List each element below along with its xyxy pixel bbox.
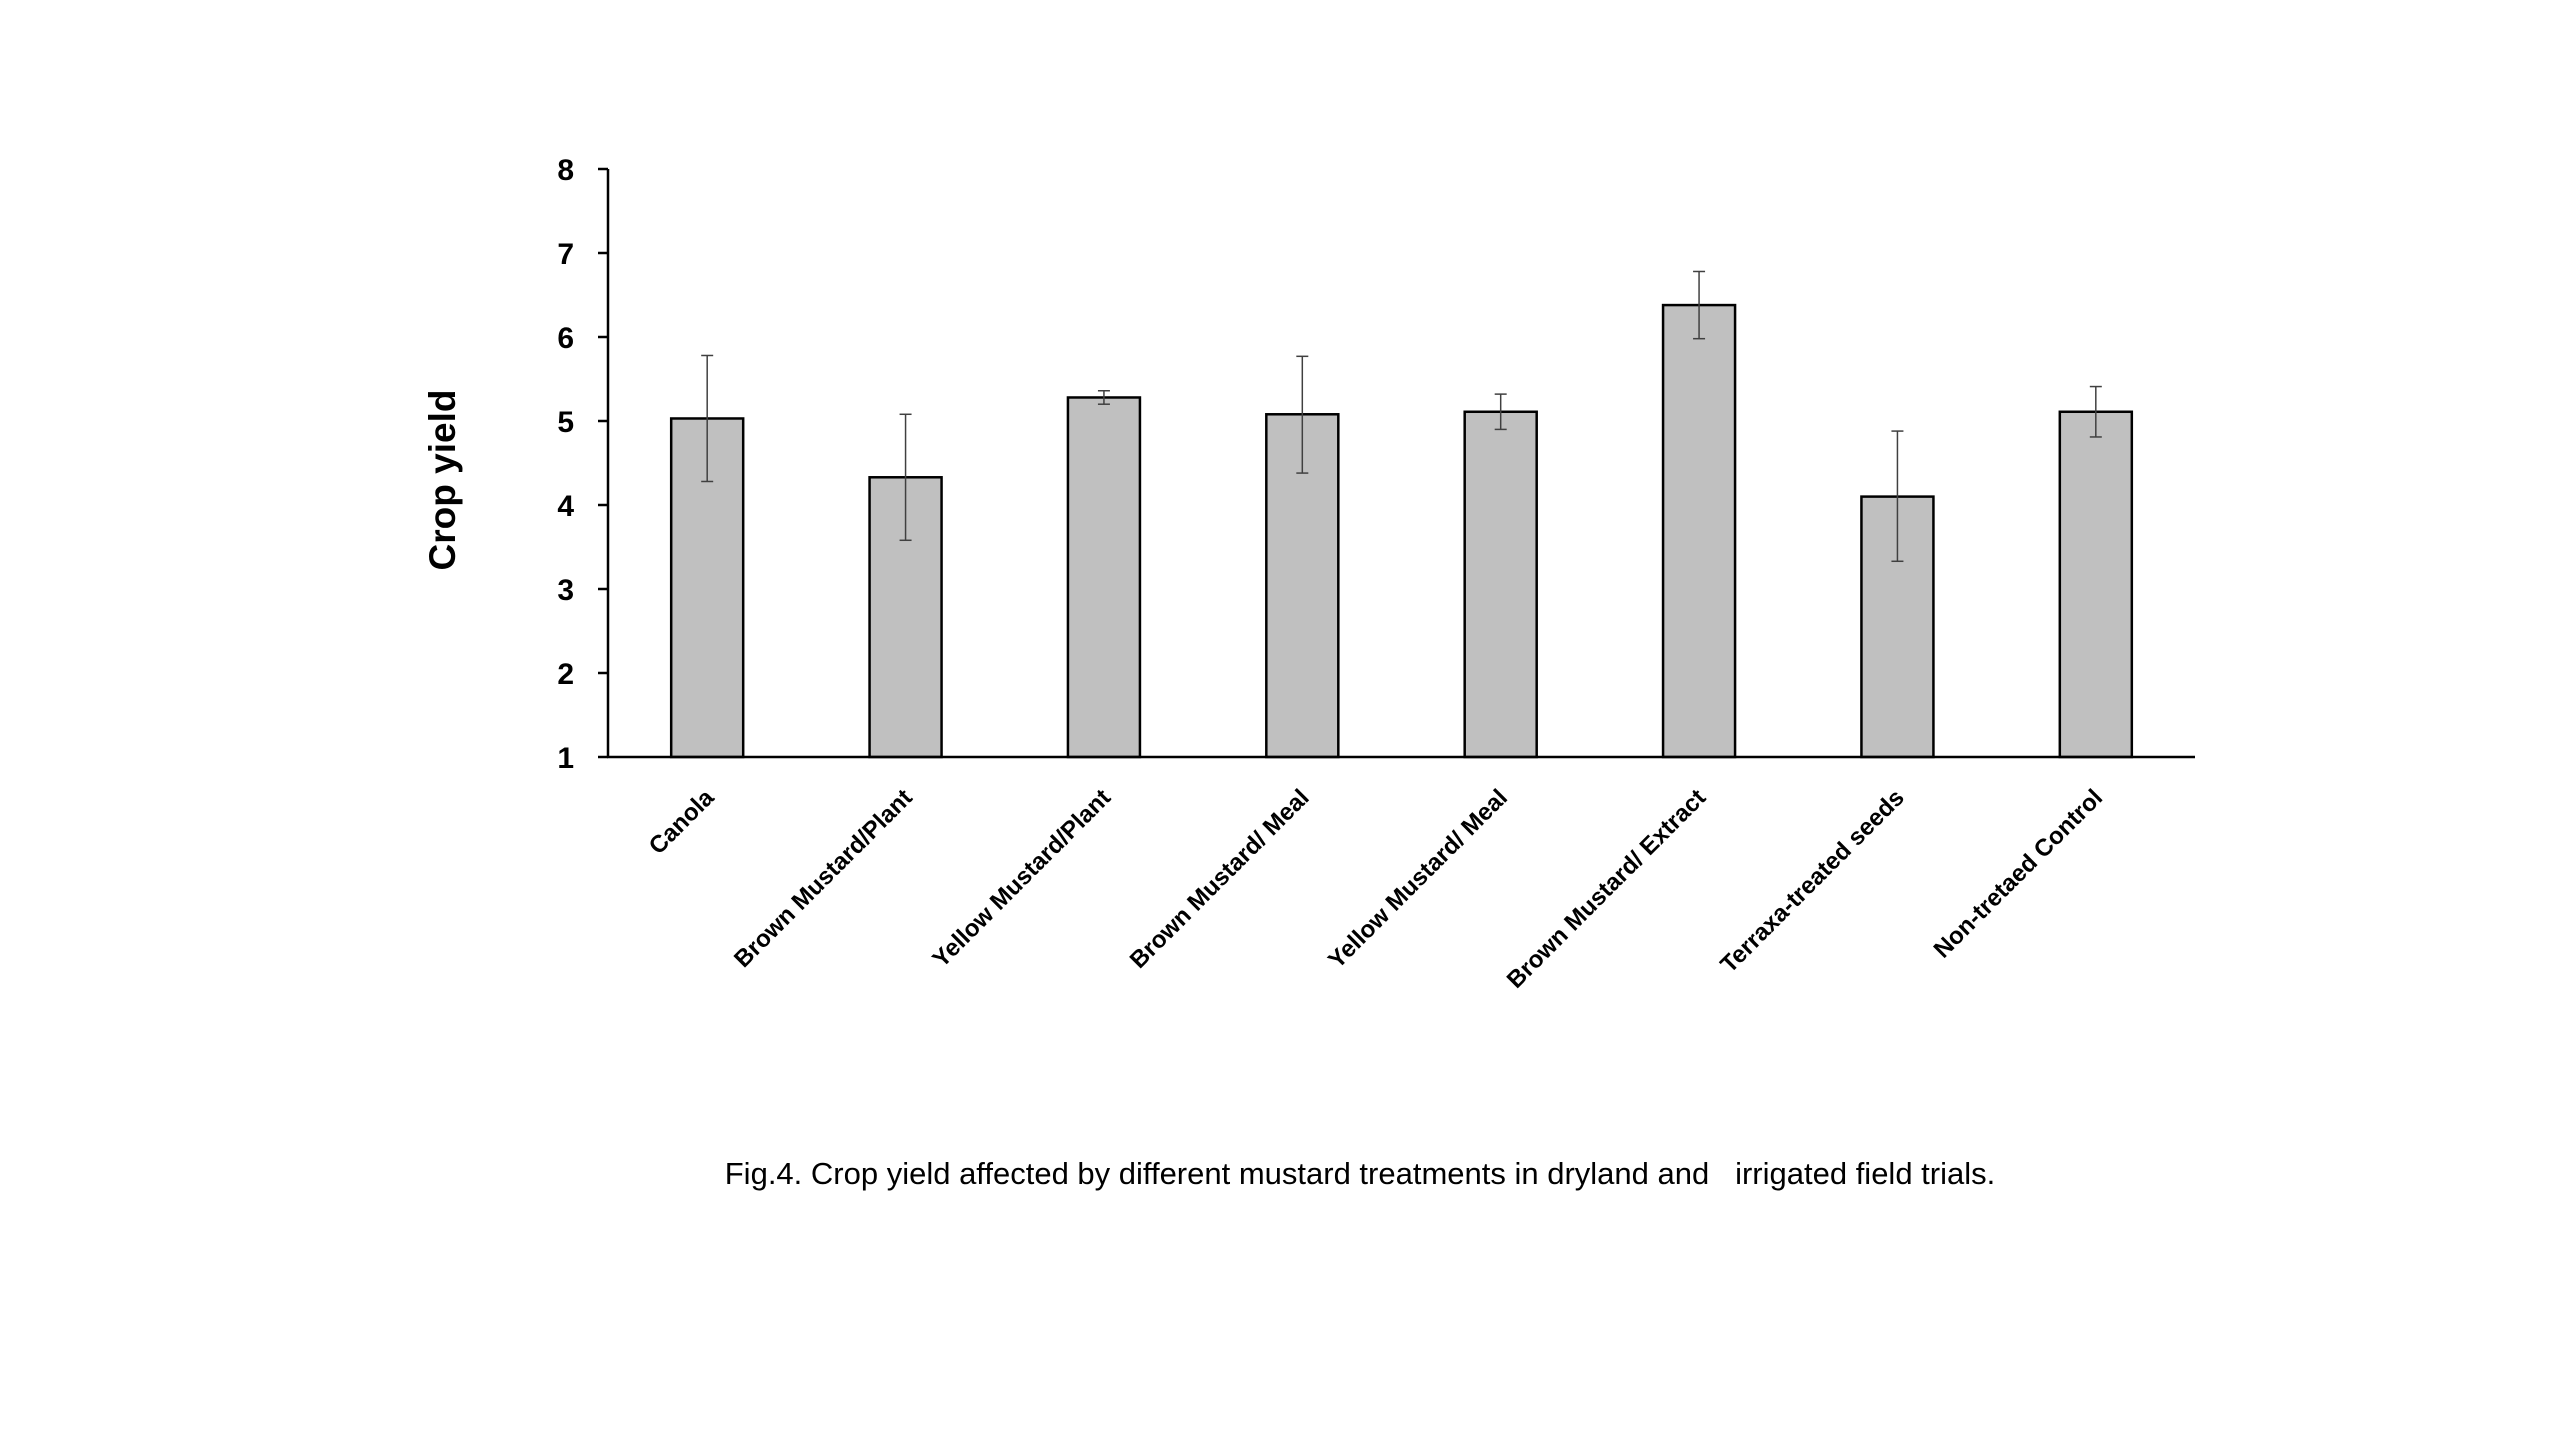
bar bbox=[1066, 396, 1142, 759]
y-axis-title: Crop yield bbox=[422, 390, 463, 571]
x-tick-label: Canola bbox=[644, 784, 720, 860]
axes-layer bbox=[606, 169, 2195, 759]
x-tick-label: Yellow Mustard/ Meal bbox=[1323, 784, 1513, 974]
x-labels-layer: Canola Brown Mustard/Plant Yellow Mustard/… bbox=[644, 784, 2108, 994]
figure-caption: Fig.4. Crop yield affected by different … bbox=[725, 1156, 1996, 1191]
y-tick-label: 4 bbox=[557, 490, 574, 523]
bars-layer bbox=[669, 303, 2134, 759]
x-tick-label: Brown Mustard/ Meal bbox=[1125, 784, 1315, 974]
bar bbox=[1463, 410, 1538, 759]
x-tick-label: Yellow Mustard/Plant bbox=[927, 784, 1116, 973]
x-tick-label: Brown Mustard/Plant bbox=[729, 784, 918, 973]
x-tick-label: Brown Mustard/ Extract bbox=[1502, 784, 1712, 994]
error-bars-layer bbox=[701, 270, 2102, 563]
x-tick-label: Non-tretaed Control bbox=[1929, 784, 2108, 963]
y-ticks-layer: 1 2 3 4 5 6 7 8 bbox=[557, 154, 608, 775]
y-tick-label: 6 bbox=[557, 322, 574, 355]
bar bbox=[1661, 303, 1737, 759]
y-tick-label: 8 bbox=[557, 154, 574, 187]
y-tick-label: 3 bbox=[557, 574, 574, 607]
y-tick-label: 7 bbox=[557, 238, 574, 271]
bar bbox=[2058, 410, 2134, 759]
bar bbox=[1860, 495, 1935, 759]
y-tick-label: 2 bbox=[557, 658, 574, 691]
x-tick-label: Terraxa-treated seeds bbox=[1715, 784, 1909, 978]
y-tick-label: 5 bbox=[557, 406, 574, 439]
y-tick-label: 1 bbox=[557, 742, 574, 775]
